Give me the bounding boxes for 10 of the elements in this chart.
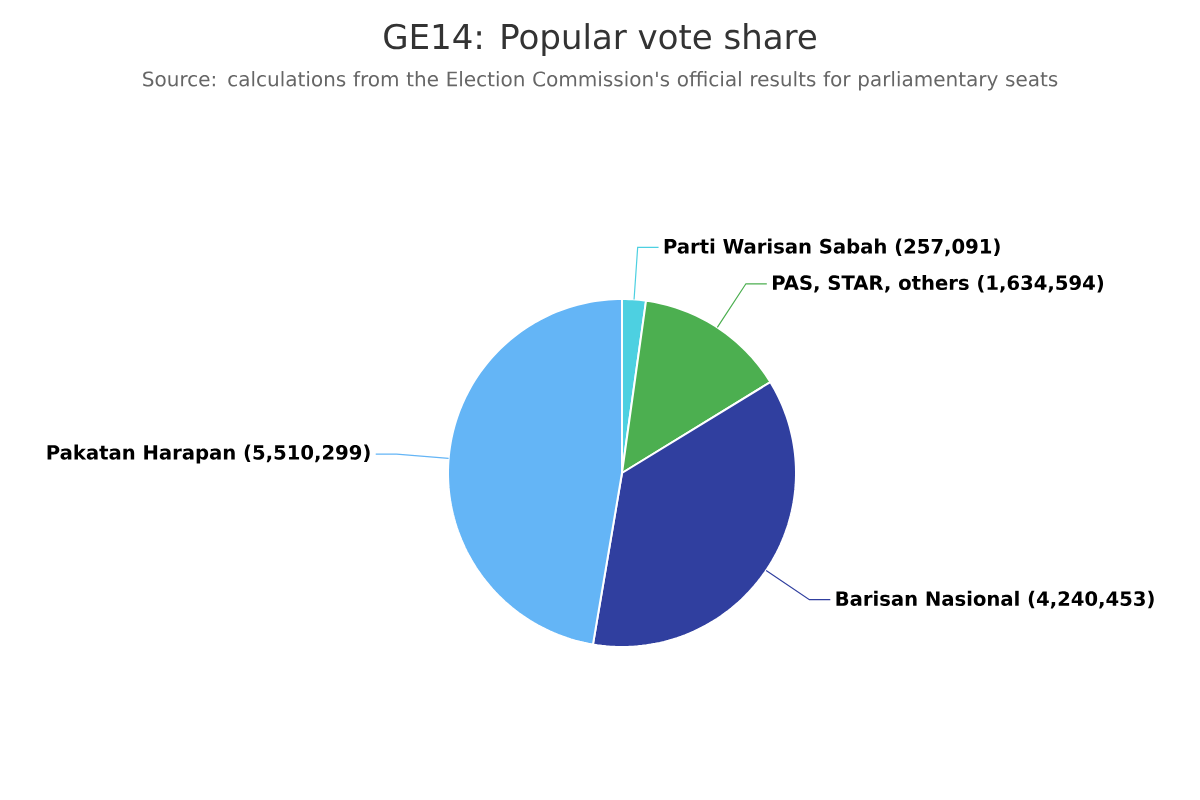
data-label: (5,510,299) bbox=[244, 444, 370, 463]
slice-label: Barisan Nasional bbox=[836, 590, 1019, 607]
slice-label: Parti Warisan Sabah bbox=[664, 238, 886, 254]
data-label: (4,240,453) bbox=[1028, 590, 1154, 609]
slice-label: PAS, STAR, others bbox=[772, 274, 969, 293]
chart-title: GE14: Popular vote share bbox=[384, 23, 816, 56]
data-label: (1,634,594) bbox=[978, 274, 1104, 293]
slice-label: Pakatan Harapan bbox=[47, 444, 235, 464]
chart-subtitle: Source: calculations from the Election Commission's official results for parliamentary seats bbox=[143, 71, 1058, 91]
data-label: (257,091) bbox=[895, 238, 1000, 257]
